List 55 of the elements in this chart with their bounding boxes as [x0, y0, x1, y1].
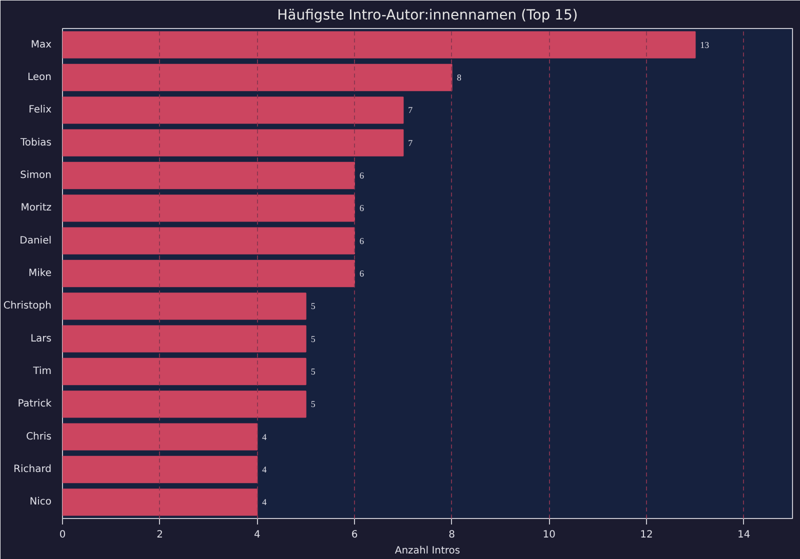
bar: [62, 260, 355, 288]
x-tick-label: 0: [59, 530, 66, 540]
data-label: 6: [360, 203, 364, 214]
y-tick-label: Tobias: [20, 137, 52, 148]
x-tick-label: 2: [156, 530, 164, 540]
x-tick-label: 14: [737, 530, 750, 540]
bar: [62, 227, 355, 254]
bar: [62, 31, 696, 58]
y-tick-label: Leon: [27, 72, 52, 83]
y-tick-label: Nico: [30, 496, 52, 508]
bar: [62, 423, 258, 450]
bar: [62, 325, 306, 352]
y-tick-label: Patrick: [18, 398, 52, 410]
data-label: 5: [310, 366, 316, 376]
bar: [62, 96, 404, 124]
data-label: 4: [262, 432, 268, 442]
x-tick-label: 6: [351, 530, 358, 540]
y-tick-label: Richard: [14, 464, 52, 475]
y-tick-label: Christoph: [3, 300, 52, 312]
bar: [62, 292, 306, 320]
x-tick-label: 4: [254, 530, 260, 540]
y-tick-label: Felix: [28, 104, 52, 116]
y-tick-label: Daniel: [20, 235, 52, 246]
x-tick-label: 8: [448, 530, 456, 540]
y-tick-label: Moritz: [20, 202, 52, 214]
data-label: 6: [360, 236, 364, 246]
bar: [62, 390, 306, 418]
data-label: 7: [408, 105, 414, 116]
data-label: 13: [700, 40, 710, 50]
data-label: 5: [310, 399, 316, 410]
data-label: 8: [456, 72, 462, 82]
bar: [62, 194, 355, 222]
bar: [62, 488, 258, 516]
y-tick-label: Chris: [26, 431, 52, 442]
data-label: 7: [408, 138, 414, 148]
data-label: 5: [310, 301, 316, 312]
bar: [62, 456, 258, 484]
y-tick-label: Mike: [28, 268, 52, 279]
bar: [62, 129, 404, 156]
x-axis-title: Anzahl Intros: [394, 546, 460, 556]
bar: [62, 162, 355, 190]
y-tick-label: Simon: [20, 170, 52, 181]
x-tick-label: 10: [542, 530, 556, 540]
y-tick-label: Tim: [32, 366, 52, 377]
y-tick-label: Lars: [30, 333, 52, 344]
chart-title: Häufigste Intro-Autor:innennamen (Top 15): [277, 8, 578, 24]
data-label: 6: [360, 268, 364, 278]
data-label: 4: [262, 464, 268, 474]
x-tick-label: 12: [640, 530, 653, 540]
data-label: 4: [262, 497, 268, 508]
data-label: 5: [310, 334, 316, 344]
bar: [62, 64, 452, 92]
data-label: 6: [360, 170, 364, 180]
bar: [62, 358, 306, 386]
y-tick-label: Max: [30, 39, 52, 50]
